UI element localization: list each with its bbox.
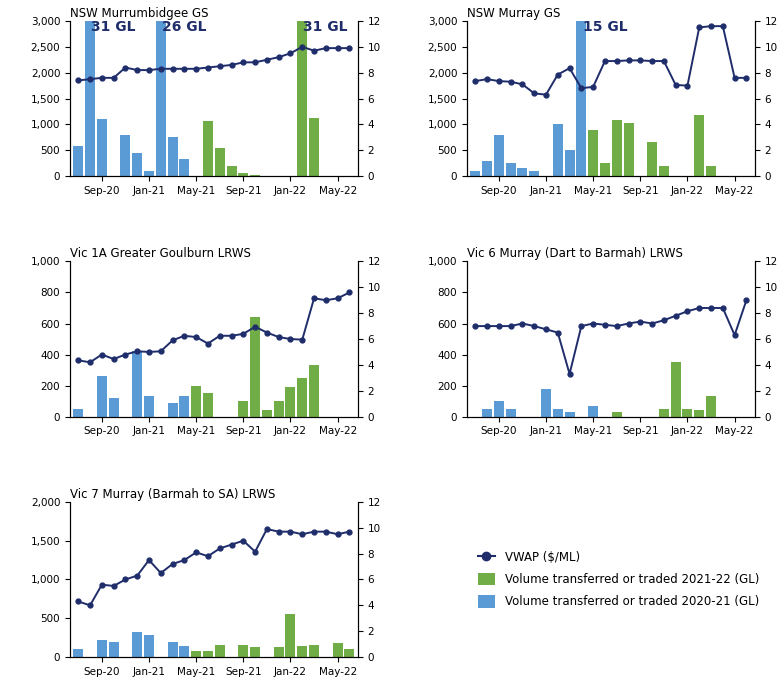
Bar — [203, 651, 213, 657]
Text: 31 GL: 31 GL — [303, 20, 348, 34]
Bar — [250, 317, 260, 417]
Bar — [309, 645, 319, 657]
Bar — [494, 401, 504, 417]
Bar — [226, 166, 237, 176]
Text: Vic 7 Murray (Barmah to SA) LRWS: Vic 7 Murray (Barmah to SA) LRWS — [70, 488, 275, 500]
Bar — [286, 387, 296, 417]
Bar — [109, 642, 119, 657]
Bar — [659, 166, 669, 176]
Bar — [203, 121, 213, 176]
Bar — [191, 386, 202, 417]
Bar — [180, 159, 189, 176]
Bar — [238, 645, 248, 657]
Bar — [191, 651, 202, 657]
Bar — [682, 409, 692, 417]
Bar — [565, 412, 575, 417]
Bar — [132, 632, 142, 657]
Bar — [706, 166, 716, 176]
Bar — [156, 21, 166, 176]
Bar — [180, 646, 189, 657]
Bar — [706, 396, 716, 417]
Bar — [588, 129, 598, 176]
Bar — [167, 403, 177, 417]
Bar — [333, 644, 342, 657]
Bar — [144, 171, 154, 176]
Bar — [144, 635, 154, 657]
Bar — [297, 377, 307, 417]
Bar — [494, 135, 504, 176]
Bar — [552, 409, 562, 417]
Bar — [612, 412, 622, 417]
Bar — [109, 398, 119, 417]
Legend: VWAP ($/ML), Volume transferred or traded 2021-22 (GL), Volume transferred or tr: VWAP ($/ML), Volume transferred or trade… — [473, 546, 764, 613]
Bar — [671, 362, 681, 417]
Bar — [309, 366, 319, 417]
Text: 26 GL: 26 GL — [162, 20, 206, 34]
Bar — [600, 163, 610, 176]
Text: Vic 6 Murray (Dart to Barmah) LRWS: Vic 6 Murray (Dart to Barmah) LRWS — [467, 247, 683, 260]
Bar — [250, 175, 260, 176]
Bar — [297, 21, 307, 176]
Bar — [73, 409, 83, 417]
Bar — [180, 396, 189, 417]
Text: NSW Murray GS: NSW Murray GS — [467, 7, 560, 20]
Bar — [215, 148, 225, 176]
Bar — [238, 173, 248, 176]
Text: Vic 1A Greater Goulburn LRWS: Vic 1A Greater Goulburn LRWS — [70, 247, 251, 260]
Bar — [588, 405, 598, 417]
Bar — [482, 409, 492, 417]
Text: NSW Murrumbidgee GS: NSW Murrumbidgee GS — [70, 7, 209, 20]
Bar — [250, 647, 260, 657]
Bar — [470, 171, 480, 176]
Bar — [612, 120, 622, 176]
Bar — [274, 401, 284, 417]
Bar — [167, 642, 177, 657]
Bar — [623, 123, 633, 176]
Bar — [297, 646, 307, 657]
Bar — [482, 161, 492, 176]
Bar — [121, 135, 131, 176]
Bar — [132, 153, 142, 176]
Bar — [85, 21, 95, 176]
Bar — [694, 115, 704, 176]
Bar — [215, 645, 225, 657]
Bar — [506, 409, 516, 417]
Bar — [73, 649, 83, 657]
Bar — [647, 143, 657, 176]
Bar — [96, 120, 107, 176]
Bar — [517, 168, 527, 176]
Bar — [96, 376, 107, 417]
Bar — [262, 410, 272, 417]
Text: 15 GL: 15 GL — [583, 20, 627, 34]
Bar — [144, 396, 154, 417]
Bar — [659, 409, 669, 417]
Bar — [309, 118, 319, 176]
Bar — [506, 163, 516, 176]
Bar — [132, 352, 142, 417]
Bar — [552, 124, 562, 176]
Bar — [694, 410, 704, 417]
Bar — [167, 137, 177, 176]
Bar — [274, 647, 284, 657]
Bar — [203, 394, 213, 417]
Bar — [73, 146, 83, 176]
Bar — [345, 649, 355, 657]
Bar — [541, 389, 551, 417]
Bar — [565, 150, 575, 176]
Bar — [96, 640, 107, 657]
Bar — [576, 21, 587, 176]
Bar — [529, 171, 539, 176]
Bar — [238, 401, 248, 417]
Text: 31 GL: 31 GL — [91, 20, 135, 34]
Bar — [286, 614, 296, 657]
